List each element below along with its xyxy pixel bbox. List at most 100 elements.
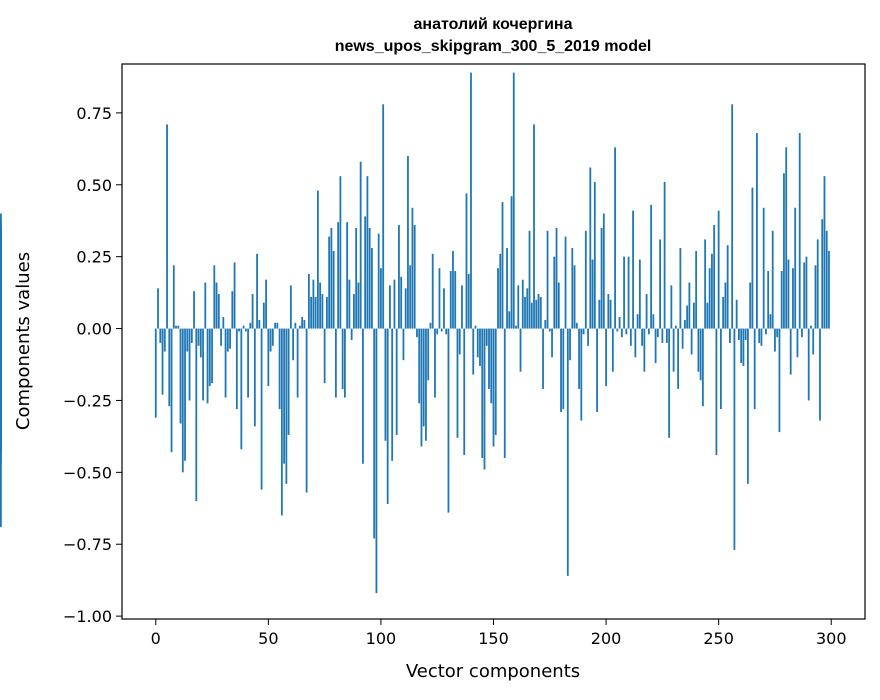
bar-component-2 [159,328,162,343]
x-tick-label: 300 [816,629,847,648]
bar-component-242 [699,328,702,381]
bar-component-48 [262,302,265,329]
x-axis-ticks: 0 50 100 150 200 250 300 [151,619,847,648]
bar-component-204 [614,147,616,329]
bar-component-36 [235,328,238,410]
bar-component-232 [677,328,680,389]
bar-component-12 [181,328,184,473]
bar-component-195 [593,181,596,329]
bar-component-62 [294,322,297,329]
y-tick-label: 0.50 [76,176,112,195]
bar-component-262 [744,328,747,341]
bar-component-275 [774,328,776,352]
bar-component-194 [591,259,594,329]
bar-component-18 [195,328,198,502]
bar-component-56 [280,328,283,516]
bar-component-282 [789,328,792,375]
bar-component-223 [656,328,659,338]
bar-component-37 [238,328,240,332]
bar-component-246 [708,268,711,329]
bar-component-32 [226,328,229,352]
bar-component-30 [222,317,225,329]
bar-component-172 [542,328,544,389]
bar-component-258 [735,299,738,329]
bar-component-155 [503,328,506,458]
bar-component-192 [587,328,589,346]
bar-component-102 [384,328,387,441]
y-axis-ticks: 0.75 0.50 0.25 0.00 −0.25 −0.50 −0.75 −1.00 [63,104,122,626]
bar-component-210 [627,256,630,329]
bar-component-119 [422,328,425,427]
bar-component-253 [724,282,727,329]
bar-component-undefined [0,328,2,453]
bar-component-243 [701,328,704,407]
bar-component-133 [454,271,457,329]
bar-component-226 [663,181,666,329]
bar-component-193 [589,167,592,329]
bar-component-256 [731,104,734,329]
bar-component-34 [231,291,234,329]
bar-component-100 [380,268,382,329]
bar-component-290 [807,328,810,401]
bar-component-69 [310,296,313,329]
bar-component-208 [623,256,625,329]
bar-component-178 [555,227,558,329]
bar-component-91 [359,161,362,329]
bar-component-130 [447,328,450,513]
bar-component-80 [334,328,337,398]
bar-component-27 [215,282,218,329]
bar-component-165 [526,288,529,329]
x-tick-label: 0 [151,629,161,648]
bar-component-107 [395,328,398,435]
bar-component-157 [508,311,511,329]
bar-component-267 [756,133,758,329]
bar-component-230 [672,328,675,372]
bar-component-268 [758,328,761,343]
bar-component-249 [715,328,718,456]
bar-component-97 [373,328,376,539]
bar-component-274 [771,230,774,329]
bar-component-98 [375,328,378,594]
bar-component-61 [292,328,295,361]
bar-component-90 [357,282,360,329]
bar-component-173 [544,319,547,329]
bar-component-276 [776,328,779,338]
bar-component-250 [717,210,720,329]
bar-component-248 [713,225,716,329]
bar-component-68 [307,273,310,329]
bar-component-0 [154,328,157,418]
bar-component-71 [314,296,317,329]
bar-component-138 [465,193,468,329]
bar-component-151 [494,328,497,435]
bar-component-198 [600,227,603,329]
bar-component-224 [659,239,662,329]
bar-component-169 [535,299,538,329]
bar-component-29 [220,328,222,346]
bar-component-112 [407,156,409,329]
bar-component-196 [596,328,598,412]
bar-component-269 [760,328,763,346]
bar-component-16 [190,328,193,343]
bar-component-272 [767,271,770,329]
bar-component-76 [325,296,328,329]
bar-component-203 [611,328,614,372]
bar-component-236 [686,305,689,329]
bar-component-79 [332,250,335,329]
bar-component-74 [321,294,324,329]
bar-component-39 [242,325,245,329]
bar-component-255 [729,328,731,343]
bar-component-298 [825,230,828,329]
bar-component-57 [283,328,286,464]
bar-component-122 [429,322,432,329]
bar-component-7 [170,328,173,453]
bar-component-199 [602,213,605,329]
bar-component-115 [413,225,416,329]
bar-component-21 [202,328,204,401]
bar-component-233 [679,248,682,329]
bar-component-219 [647,328,650,335]
bar-component-171 [539,296,542,329]
bar-component-65 [301,317,304,329]
bar-component-147 [485,328,488,346]
bar-component-47 [260,328,263,490]
